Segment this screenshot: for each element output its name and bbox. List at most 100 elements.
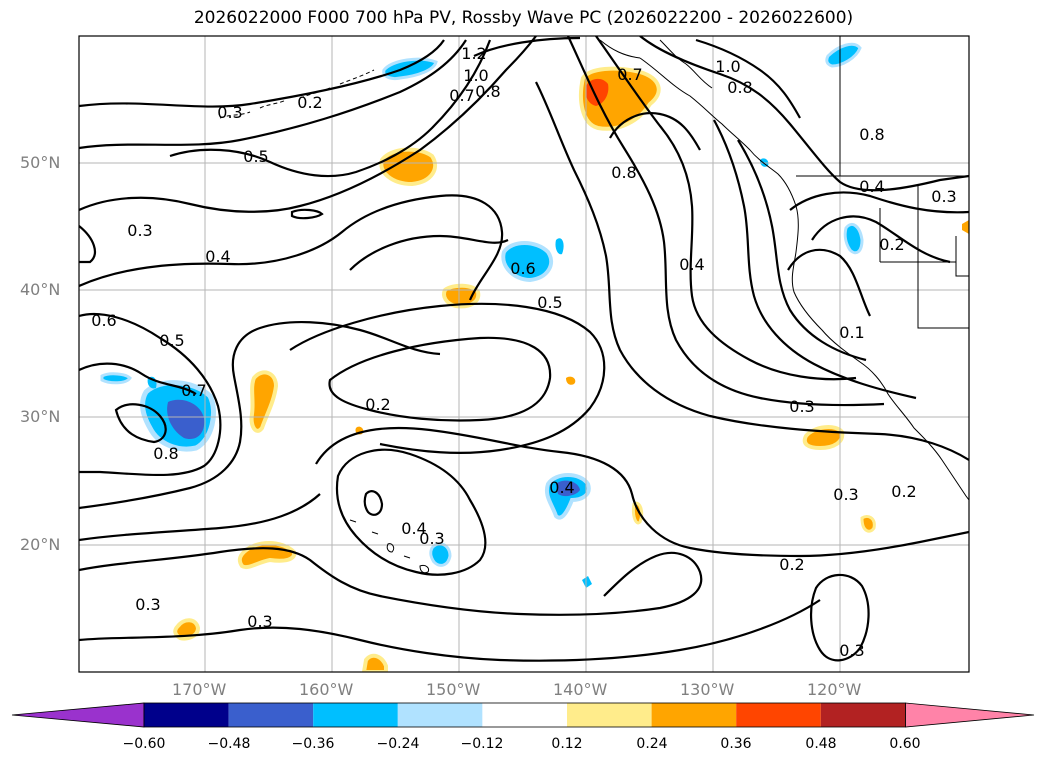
state-border bbox=[839, 36, 969, 329]
contour-label: 0.4 bbox=[859, 177, 884, 196]
colorbar-tick-label: −0.36 bbox=[291, 736, 335, 752]
lon-label: 140°W bbox=[553, 680, 608, 699]
colorbar-bin bbox=[397, 703, 483, 727]
contour-label: 0.3 bbox=[419, 529, 444, 548]
contour-label: 0.4 bbox=[401, 519, 426, 538]
positive-anomaly-patch bbox=[173, 618, 201, 641]
colorbar-bin bbox=[736, 703, 821, 727]
contour-label: 0.2 bbox=[891, 482, 916, 501]
contour-label: 0.3 bbox=[135, 595, 160, 614]
positive-anomaly-patch bbox=[361, 653, 388, 672]
contour-label: 0.2 bbox=[879, 235, 904, 254]
negative-anomaly-patch bbox=[825, 42, 862, 68]
contour-label: 1.2 bbox=[461, 44, 486, 63]
lon-label: 170°W bbox=[172, 680, 227, 699]
contour-label: 0.4 bbox=[679, 255, 704, 274]
contour-label: 0.4 bbox=[205, 247, 230, 266]
anomaly-shading bbox=[100, 42, 969, 672]
hawaiian-islands bbox=[349, 519, 429, 574]
aleutian-islands bbox=[219, 69, 375, 119]
graticule bbox=[79, 36, 969, 672]
positive-anomaly-patch bbox=[860, 514, 876, 533]
colorbar-bin bbox=[482, 703, 567, 727]
contour-label: 0.3 bbox=[833, 485, 858, 504]
negative-anomaly-patch bbox=[382, 57, 438, 80]
contour-label: 0.8 bbox=[727, 78, 752, 97]
contour-label: 0.7 bbox=[617, 65, 642, 84]
contour-label: 0.1 bbox=[839, 323, 864, 342]
colorbar-bin bbox=[567, 703, 652, 727]
lon-label: 160°W bbox=[299, 680, 354, 699]
alaska-coastline bbox=[599, 39, 713, 89]
colorbar-bin bbox=[313, 703, 398, 727]
positive-anomaly-patch bbox=[379, 147, 438, 187]
contour-label: 0.3 bbox=[217, 103, 242, 122]
contour-label: 0.3 bbox=[127, 221, 152, 240]
lat-label: 40°N bbox=[20, 280, 61, 299]
contour-label: 0.4 bbox=[549, 478, 574, 497]
colorbar-tick-label: −0.12 bbox=[460, 736, 504, 752]
lat-label: 50°N bbox=[20, 153, 61, 172]
colorbar-bin bbox=[228, 703, 314, 727]
colorbar-extend-max bbox=[905, 702, 1035, 728]
colorbar-tick-label: −0.60 bbox=[122, 736, 166, 752]
colorbar bbox=[11, 702, 1035, 728]
contour-label: 1.0 bbox=[463, 66, 488, 85]
contour-label: 0.5 bbox=[243, 147, 268, 166]
lat-label: 30°N bbox=[20, 407, 61, 426]
colorbar-bin bbox=[144, 703, 229, 727]
contour-label: 0.3 bbox=[247, 612, 272, 631]
contour-label-group: 1.2 1.0 1.0 0.7 0.8 0.7 0.8 0.3 0.2 0.5 … bbox=[91, 44, 956, 660]
strong-negative-anomaly-patch bbox=[556, 480, 580, 497]
lat-label: 20°N bbox=[20, 535, 61, 554]
negative-anomaly-patch bbox=[555, 238, 564, 255]
contour-label: 0.8 bbox=[153, 444, 178, 463]
positive-anomaly-patch bbox=[962, 220, 969, 234]
lon-label: 120°W bbox=[807, 680, 862, 699]
colorbar-tick-label: −0.48 bbox=[207, 736, 251, 752]
negative-anomaly-patch bbox=[582, 576, 592, 588]
contour-label: 0.6 bbox=[510, 259, 535, 278]
positive-anomaly-patch bbox=[249, 370, 279, 433]
contour-label: 0.7 bbox=[449, 86, 474, 105]
colorbar-frame bbox=[143, 702, 906, 728]
pv-contours bbox=[79, 36, 969, 662]
lon-label: 150°W bbox=[426, 680, 481, 699]
contour-label: 0.2 bbox=[779, 555, 804, 574]
colorbar-tick-label: −0.24 bbox=[376, 736, 420, 752]
colorbar-tick-label: 0.48 bbox=[805, 736, 837, 752]
map-frame bbox=[78, 35, 970, 673]
contour-label: 0.2 bbox=[365, 395, 390, 414]
positive-anomaly-patch bbox=[237, 541, 297, 570]
contour-label: 0.8 bbox=[611, 163, 636, 182]
map-title: 2026022000 F000 700 hPa PV, Rossby Wave … bbox=[193, 8, 854, 28]
coastlines bbox=[219, 36, 969, 574]
north-america-coastline bbox=[639, 57, 969, 501]
contour-label: 0.8 bbox=[859, 125, 884, 144]
colorbar-tick-label: 0.24 bbox=[636, 736, 668, 752]
contour-label: 1.0 bbox=[715, 57, 740, 76]
negative-anomaly-patch bbox=[100, 372, 132, 385]
contour-label: 0.2 bbox=[297, 93, 322, 112]
negative-anomaly-patch bbox=[501, 241, 554, 283]
negative-anomaly-patch bbox=[843, 223, 864, 255]
colorbar-tick-label: 0.60 bbox=[889, 736, 921, 752]
positive-anomaly-patch bbox=[566, 376, 576, 385]
contour-label: 0.3 bbox=[789, 397, 814, 416]
contour-label: 0.7 bbox=[181, 381, 206, 400]
positive-anomaly-patch bbox=[632, 501, 644, 525]
strong-negative-anomaly-patch bbox=[167, 399, 205, 440]
colorbar-bin bbox=[820, 703, 906, 727]
colorbar-tick-label: 0.12 bbox=[551, 736, 583, 752]
contour-label: 0.5 bbox=[159, 331, 184, 350]
contour-label: 0.5 bbox=[537, 293, 562, 312]
colorbar-extend-min bbox=[11, 702, 145, 728]
lon-label: 130°W bbox=[680, 680, 735, 699]
contour-label: 0.6 bbox=[91, 311, 116, 330]
contour-label: 0.3 bbox=[931, 187, 956, 206]
contour-label: 0.3 bbox=[839, 641, 864, 660]
contour-label: 0.8 bbox=[475, 82, 500, 101]
colorbar-bin bbox=[651, 703, 737, 727]
colorbar-tick-label: 0.36 bbox=[720, 736, 752, 752]
